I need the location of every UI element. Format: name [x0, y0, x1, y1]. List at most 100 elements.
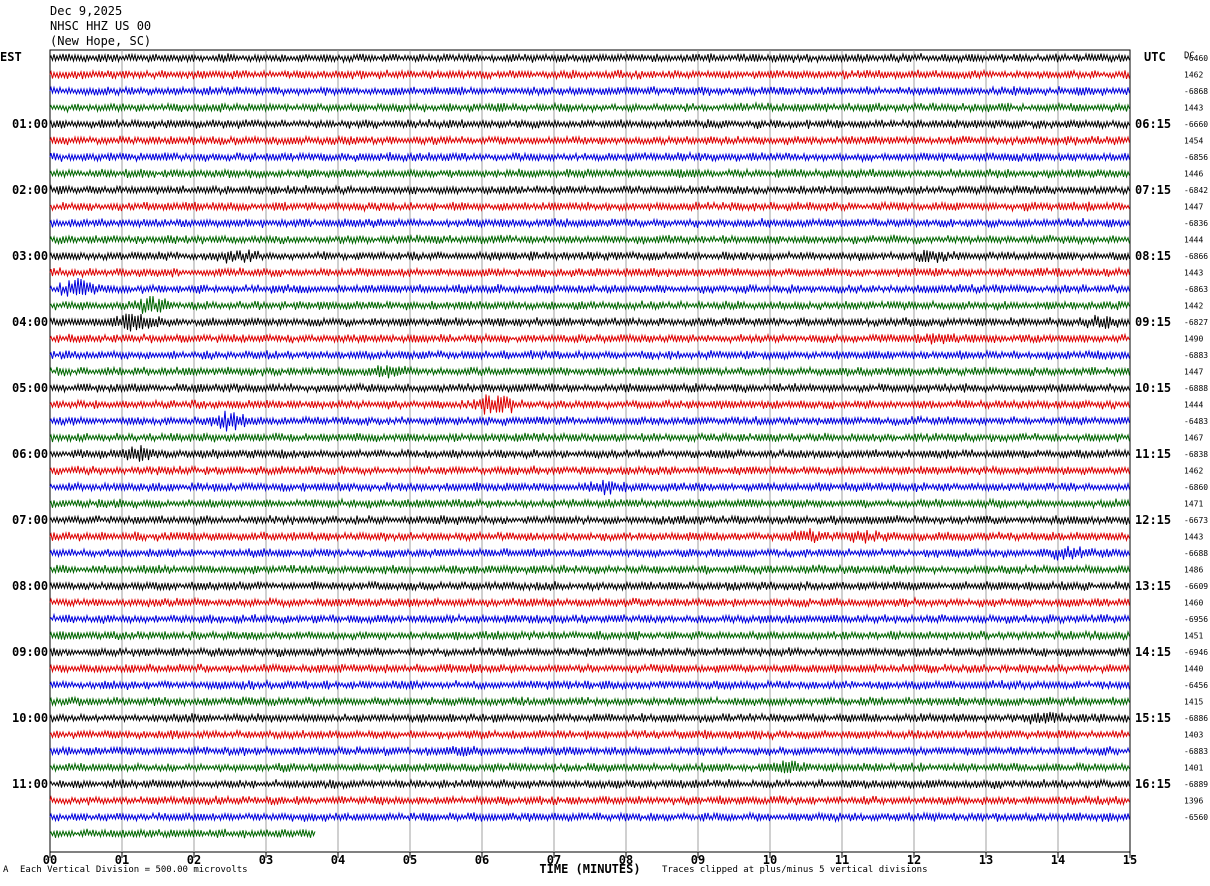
trace-line	[49, 184, 1130, 197]
dc-offset-label: -6856	[1184, 153, 1208, 162]
dc-offset-label: 1442	[1184, 302, 1203, 311]
left-hour-label: 11:00	[12, 777, 48, 791]
dc-offset-label: -6888	[1184, 384, 1208, 393]
trace-line	[49, 646, 1130, 658]
date-label: Dec 9,2025	[50, 4, 123, 18]
x-tick-label: 07	[547, 853, 561, 867]
trace-line	[49, 445, 1130, 462]
right-hour-label: 10:15	[1135, 381, 1171, 395]
trace-line	[49, 662, 1130, 675]
left-hour-labels: 01:00 02:00 03:00 04:00 05:00 06:00 07:00 08:00…	[12, 117, 48, 791]
dc-offset-label: 1396	[1184, 797, 1203, 806]
x-tick-label: 02	[187, 853, 201, 867]
x-tick-label: 13	[979, 853, 993, 867]
location-label: (New Hope, SC)	[50, 34, 152, 48]
scale-note: Each Vertical Division = 500.00 microvol…	[20, 865, 248, 875]
trace-line	[49, 332, 1130, 345]
dc-offset-label: 1443	[1184, 269, 1203, 278]
dc-offset-label: -6866	[1184, 252, 1208, 261]
trace-line	[49, 777, 1130, 791]
trace-line	[49, 431, 1130, 444]
trace-line	[49, 381, 1130, 394]
dc-offset-label: -6688	[1184, 549, 1208, 558]
trace-line	[49, 349, 1130, 361]
dc-offset-label: -6946	[1184, 648, 1208, 657]
trace-line	[49, 118, 1130, 131]
trace-line	[49, 278, 1130, 297]
trace-line	[49, 313, 1130, 332]
trace-line	[49, 810, 1130, 824]
x-tick-label: 00	[43, 853, 57, 867]
dc-offset-label: 1447	[1184, 203, 1203, 212]
right-hour-labels: 06:15 07:15 08:15 09:15 10:15 11:15 12:15 13:15…	[1135, 117, 1171, 791]
trace-line	[49, 760, 1130, 774]
trace-line	[49, 514, 1130, 527]
trace-line	[49, 233, 1130, 246]
right-hour-label: 12:15	[1135, 513, 1171, 527]
dc-offset-label: -6883	[1184, 351, 1208, 360]
x-tick-label: 04	[331, 853, 345, 867]
x-tick-label: 09	[691, 853, 705, 867]
trace-line	[49, 410, 1130, 432]
left-hour-label: 10:00	[12, 711, 48, 725]
dc-offset-label: -6673	[1184, 516, 1208, 525]
dc-offset-label: 1443	[1184, 104, 1203, 113]
dc-offset-label: 1447	[1184, 368, 1203, 377]
dc-offset-label: -6460	[1184, 54, 1208, 63]
trace-line	[49, 167, 1130, 180]
dc-offset-label: 1454	[1184, 137, 1203, 146]
dc-offset-label: 1415	[1184, 698, 1203, 707]
dc-offset-label: 1486	[1184, 566, 1203, 575]
x-tick-label: 15	[1123, 853, 1137, 867]
left-hour-label: 05:00	[12, 381, 48, 395]
dc-offset-label: -6868	[1184, 87, 1208, 96]
x-tick-label: 12	[907, 853, 921, 867]
dc-offset-label: -6863	[1184, 285, 1208, 294]
dc-offset-label: -6827	[1184, 318, 1208, 327]
right-hour-label: 07:15	[1135, 183, 1171, 197]
trace-line	[49, 464, 1130, 477]
trace-line	[49, 580, 1130, 593]
dc-offset-label: 1444	[1184, 236, 1203, 245]
footer-mark: A	[3, 865, 9, 875]
left-hour-label: 01:00	[12, 117, 48, 131]
left-hour-label: 08:00	[12, 579, 48, 593]
dc-offset-label: -6838	[1184, 450, 1208, 459]
plot-frame	[49, 49, 1131, 853]
right-hour-label: 09:15	[1135, 315, 1171, 329]
trace-line	[49, 249, 1130, 264]
trace-line	[49, 68, 1130, 81]
left-hour-label: 07:00	[12, 513, 48, 527]
dc-offset-label: -6660	[1184, 120, 1208, 129]
trace-line	[49, 365, 1130, 379]
left-timezone-label: EST	[0, 50, 22, 64]
trace-line	[49, 728, 1130, 741]
left-hour-label: 09:00	[12, 645, 48, 659]
dc-offset-label: -6886	[1184, 714, 1208, 723]
right-timezone-label: UTC	[1144, 50, 1166, 64]
dc-offset-labels: -6460 1462 -6868 1443 -6660 1454 -6856 1446 -684…	[1184, 54, 1208, 822]
dc-offset-label: -6609	[1184, 582, 1208, 591]
dc-header-label: DC	[1184, 51, 1195, 61]
x-tick-label: 05	[403, 853, 417, 867]
x-tick-label: 03	[259, 853, 273, 867]
x-tick-label: 08	[619, 853, 633, 867]
dc-offset-label: 1451	[1184, 632, 1203, 641]
trace-line	[49, 134, 1130, 147]
x-tick-label: 06	[475, 853, 489, 867]
trace-line	[49, 497, 1130, 510]
left-hour-label: 02:00	[12, 183, 48, 197]
trace-line	[49, 745, 1130, 757]
trace-line	[49, 563, 1130, 576]
right-hour-label: 11:15	[1135, 447, 1171, 461]
dc-offset-label: 1471	[1184, 500, 1203, 509]
trace-line	[49, 150, 1130, 164]
dc-offset-label: 1446	[1184, 170, 1203, 179]
x-tick-label: 14	[1051, 853, 1065, 867]
dc-offset-label: -6883	[1184, 747, 1208, 756]
dc-offset-label: 1401	[1184, 764, 1203, 773]
dc-offset-label: 1462	[1184, 71, 1203, 80]
right-hour-label: 08:15	[1135, 249, 1171, 263]
left-hour-label: 03:00	[12, 249, 48, 263]
